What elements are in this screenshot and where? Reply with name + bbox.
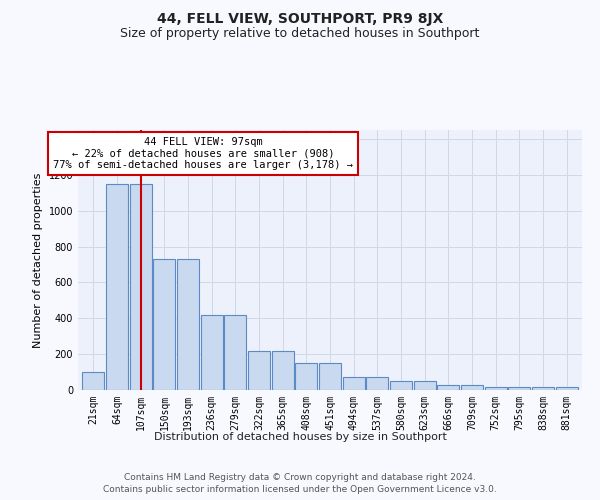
Bar [556, 388, 578, 390]
Bar [390, 381, 412, 390]
Text: Contains HM Land Registry data © Crown copyright and database right 2024.: Contains HM Land Registry data © Crown c… [124, 473, 476, 482]
Bar [200, 314, 223, 390]
Text: Size of property relative to detached houses in Southport: Size of property relative to detached ho… [121, 28, 479, 40]
Text: Distribution of detached houses by size in Southport: Distribution of detached houses by size … [154, 432, 446, 442]
Bar [343, 378, 365, 390]
Bar [295, 363, 317, 390]
Text: 44 FELL VIEW: 97sqm
← 22% of detached houses are smaller (908)
77% of semi-detac: 44 FELL VIEW: 97sqm ← 22% of detached ho… [53, 136, 353, 170]
Bar [130, 184, 152, 390]
Bar [367, 378, 388, 390]
Text: 44, FELL VIEW, SOUTHPORT, PR9 8JX: 44, FELL VIEW, SOUTHPORT, PR9 8JX [157, 12, 443, 26]
Y-axis label: Number of detached properties: Number of detached properties [33, 172, 43, 348]
Bar [154, 259, 175, 390]
Bar [319, 363, 341, 390]
Bar [413, 381, 436, 390]
Bar [485, 388, 506, 390]
Bar [82, 372, 104, 390]
Bar [437, 384, 460, 390]
Bar [248, 350, 270, 390]
Bar [508, 388, 530, 390]
Bar [177, 259, 199, 390]
Bar [106, 184, 128, 390]
Bar [532, 388, 554, 390]
Bar [272, 350, 293, 390]
Bar [461, 384, 483, 390]
Text: Contains public sector information licensed under the Open Government Licence v3: Contains public sector information licen… [103, 486, 497, 494]
Bar [224, 314, 247, 390]
